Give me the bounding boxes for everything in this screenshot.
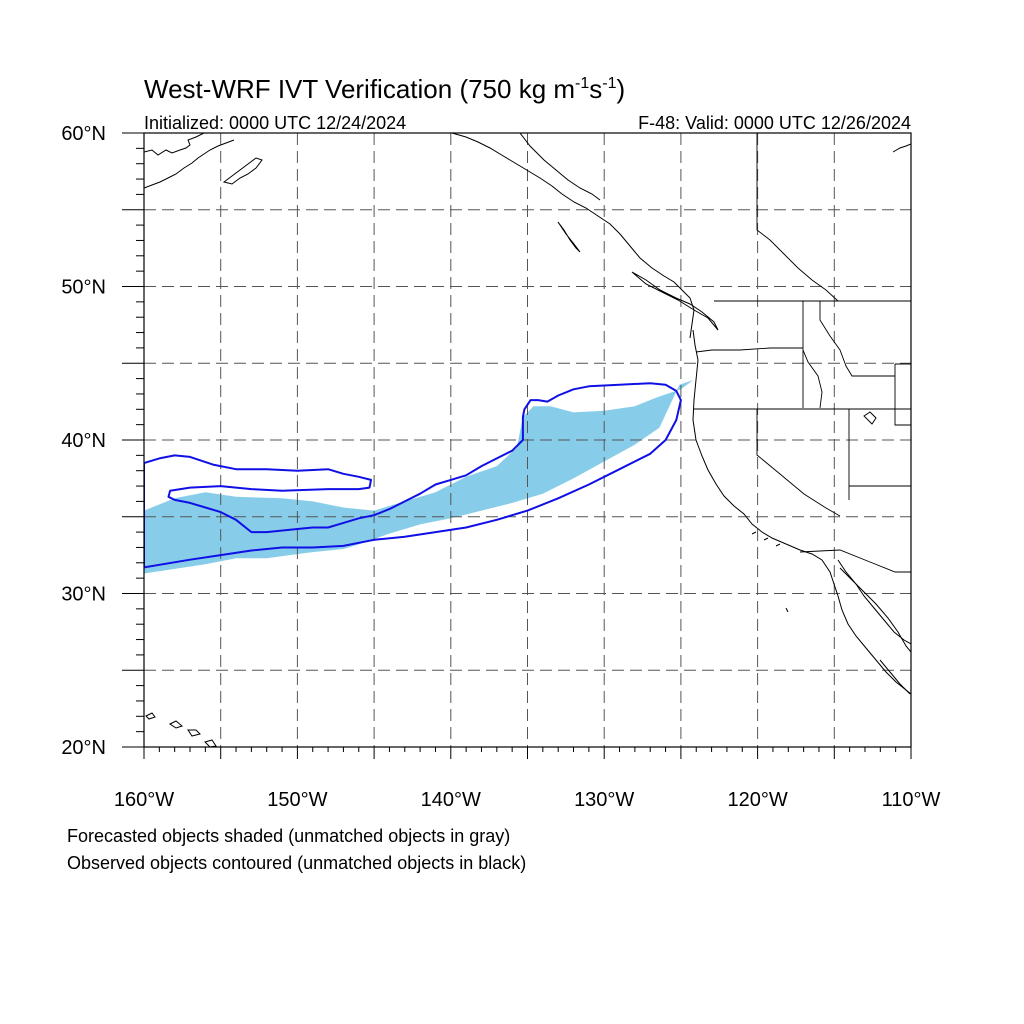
- alaska-coast: [144, 133, 205, 156]
- washington-oregon-border: [695, 347, 803, 353]
- axis-ticks: [122, 132, 912, 759]
- forecast-object-1: [144, 380, 694, 574]
- lon-label: 140°W: [421, 789, 481, 811]
- hawaii-island-2: [169, 720, 184, 729]
- observed-object-1: [144, 382, 682, 569]
- observed-objects-layer: [144, 382, 682, 569]
- kodiak-island-coast: [222, 157, 263, 185]
- init-time-subtitle: Initialized: 0000 UTC 12/24/2024: [144, 113, 406, 133]
- observed-legend-note: Observed objects contoured (unmatched ob…: [67, 853, 527, 873]
- lat-label: 60°N: [61, 123, 106, 145]
- lon-label: 110°W: [882, 789, 941, 811]
- montana-wyoming-border: [894, 363, 911, 426]
- baja-california-coast: [837, 595, 911, 695]
- map-frame: [143, 132, 912, 748]
- lat-lon-grid: [144, 133, 911, 747]
- alberta-bc-border: [756, 133, 839, 302]
- lon-label: 150°W: [267, 789, 327, 811]
- vancouver-island-coast: [631, 271, 719, 331]
- haida-gwaii-coast: [557, 221, 581, 253]
- hawaii-island-1: [145, 712, 156, 720]
- axis-labels: 60°N 50°N 40°N 30°N 20°N 160°W 150°W 140°W 130°W…: [61, 123, 940, 811]
- oregon-idaho-border: [802, 349, 823, 409]
- lat-label: 50°N: [61, 277, 106, 299]
- mainland-mexico-pacific-coast: [879, 659, 911, 695]
- hudson-bay-fragment: [892, 143, 911, 153]
- channel-islands: [751, 531, 789, 613]
- valid-time-subtitle: F-48: Valid: 0000 UTC 12/26/2024: [638, 113, 911, 133]
- great-salt-lake: [863, 411, 877, 425]
- lon-label: 160°W: [114, 789, 174, 811]
- lat-label: 20°N: [61, 737, 106, 759]
- lon-label: 120°W: [727, 789, 787, 811]
- alaska-panhandle-boundary: [519, 133, 601, 201]
- gulf-of-alaska-coast: [451, 133, 695, 339]
- forecast-legend-note: Forecasted objects shaded (unmatched obj…: [67, 826, 511, 846]
- map-title: West-WRF IVT Verification (750 kg m-1s-1…: [144, 74, 625, 104]
- california-nevada-border: [756, 409, 841, 517]
- lon-label: 130°W: [574, 789, 634, 811]
- hawaii-island-4: [204, 739, 217, 747]
- alaska-peninsula-coast: [144, 139, 235, 189]
- us-mexico-border: [799, 549, 911, 573]
- forecast-objects-layer: [144, 380, 694, 574]
- lat-label: 30°N: [61, 584, 106, 606]
- hawaii-island-3: [187, 729, 201, 737]
- coastlines: [144, 133, 911, 747]
- mexico-mainland-coast: [839, 567, 911, 653]
- political-boundaries: [694, 133, 911, 573]
- lat-label: 40°N: [61, 430, 106, 452]
- idaho-montana-border: [819, 301, 895, 377]
- us-west-coast: [692, 329, 839, 597]
